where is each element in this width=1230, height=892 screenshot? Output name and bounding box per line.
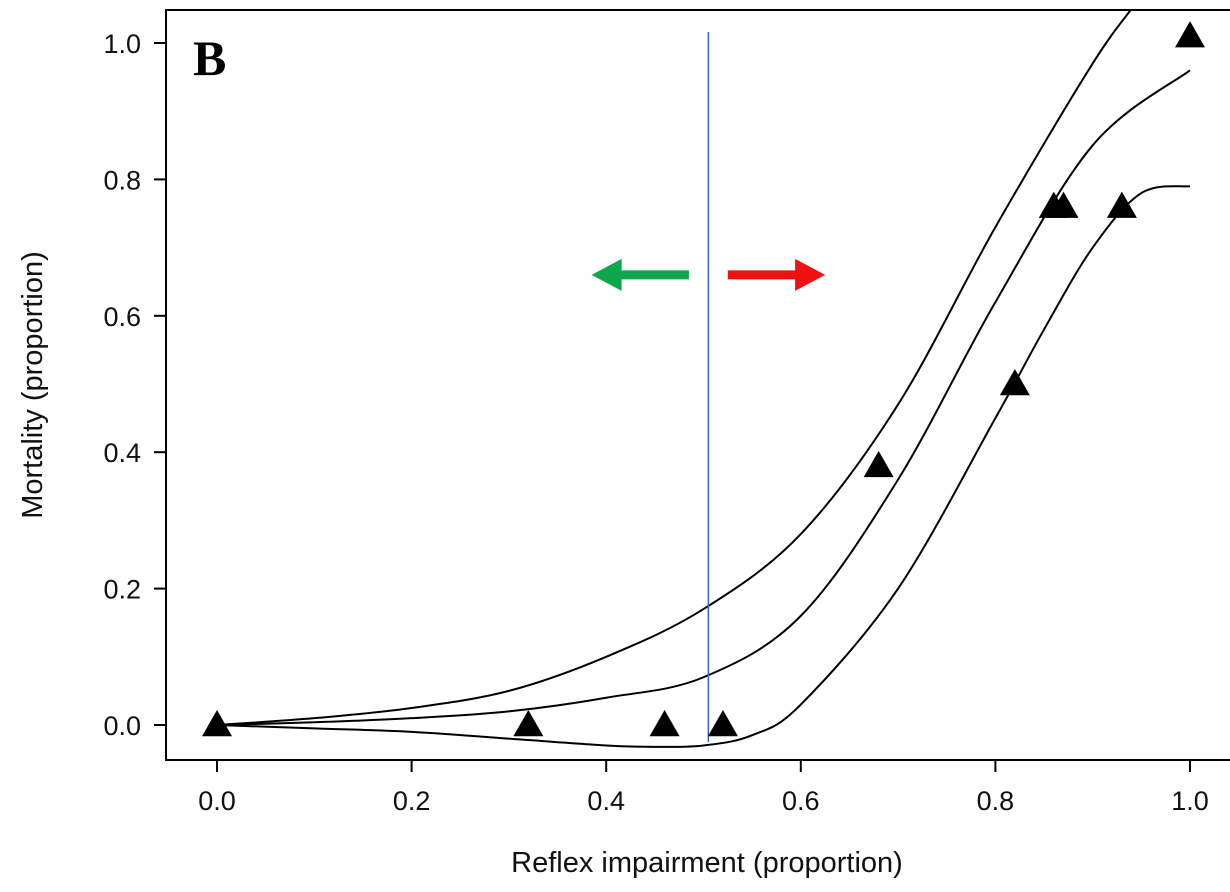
arrows-group — [591, 258, 826, 291]
data-point-triangle — [863, 450, 894, 478]
data-point-triangle — [999, 369, 1030, 396]
data-point-triangle — [707, 710, 738, 737]
x-tick-label: 0.0 — [198, 786, 236, 816]
plot-frame — [165, 9, 1230, 761]
data-point-triangle — [1048, 191, 1079, 218]
x-axis-title: Reflex impairment (proportion) — [511, 847, 903, 879]
y-tick-label: 0.8 — [103, 165, 141, 195]
data-point-triangle — [513, 710, 544, 737]
x-tick-label: 0.2 — [393, 786, 431, 816]
x-tick-label: 1.0 — [1171, 786, 1209, 816]
curve-lower — [216, 185, 1191, 748]
x-axis-ticks: 0.0 0.2 0.4 0.6 0.8 1.0 — [198, 760, 1209, 816]
x-tick-label: 0.4 — [587, 786, 625, 816]
curve-upper — [216, 10, 1132, 726]
curves — [216, 10, 1191, 748]
plot-border — [165, 9, 1230, 761]
arrow-left — [591, 258, 689, 291]
arrow-right — [727, 258, 826, 291]
data-points — [202, 21, 1205, 737]
panel-label: B — [193, 30, 226, 86]
y-axis-ticks: 0.0 0.2 0.4 0.6 0.8 1.0 — [103, 29, 166, 741]
y-tick-label: 1.0 — [103, 29, 141, 59]
x-tick-label: 0.6 — [782, 786, 820, 816]
data-point-triangle — [202, 710, 232, 737]
y-tick-label: 0.0 — [103, 711, 141, 741]
data-point-triangle — [649, 710, 680, 737]
y-tick-label: 0.6 — [103, 302, 141, 332]
y-axis-title: Mortality (proportion) — [17, 251, 49, 519]
y-tick-label: 0.2 — [103, 575, 141, 605]
x-tick-label: 0.8 — [977, 786, 1015, 816]
curve-fit — [216, 69, 1191, 726]
data-point-triangle — [1175, 21, 1205, 48]
data-point-triangle — [1106, 191, 1137, 218]
y-tick-label: 0.4 — [103, 438, 141, 468]
